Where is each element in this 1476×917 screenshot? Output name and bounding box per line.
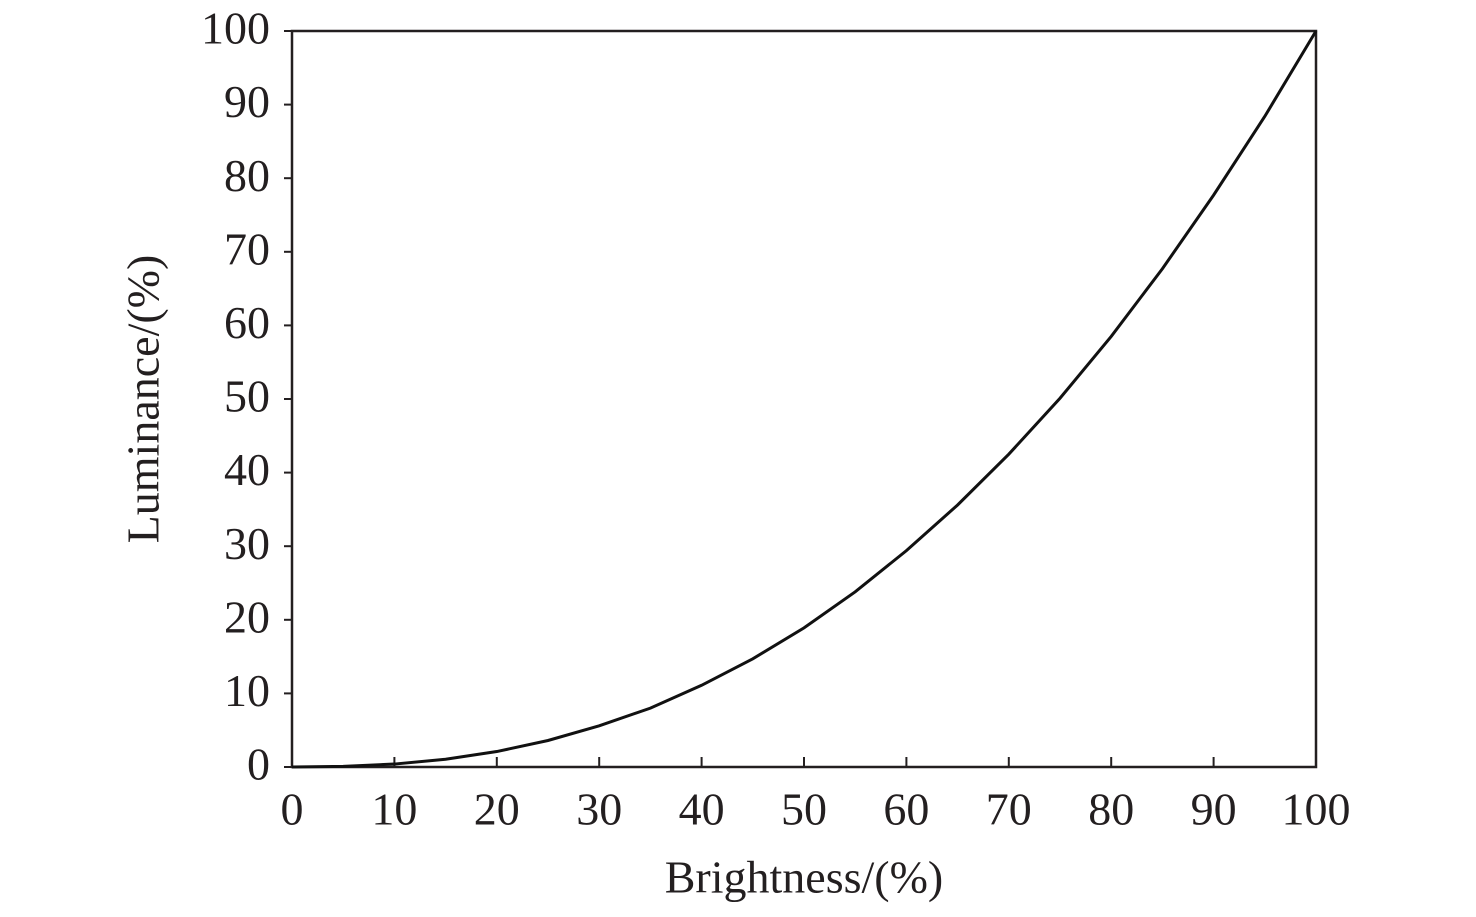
- y-tick-label: 90: [224, 76, 270, 127]
- plot-frame: [290, 29, 1318, 769]
- x-tick-label: 90: [1191, 784, 1237, 835]
- x-tick-label: 30: [576, 784, 622, 835]
- y-tick-label: 0: [247, 739, 270, 790]
- x-tick-label: 10: [371, 784, 417, 835]
- y-tick-label: 30: [224, 518, 270, 569]
- x-tick-label: 40: [679, 784, 725, 835]
- y-tick-label: 20: [224, 591, 270, 642]
- y-tick-label: 50: [224, 371, 270, 422]
- x-axis-title: Brightness/(%): [665, 852, 944, 903]
- y-tick-label: 70: [224, 223, 270, 274]
- x-tick-label: 0: [281, 784, 304, 835]
- line-series: [291, 30, 1318, 769]
- y-axis-title: Luminance/(%): [118, 255, 169, 544]
- x-tick-label: 60: [883, 784, 929, 835]
- y-tick-label: 40: [224, 444, 270, 495]
- x-tick-label: 20: [474, 784, 520, 835]
- x-tick-label: 80: [1088, 784, 1134, 835]
- y-tick-label: 10: [224, 665, 270, 716]
- y-tick-label: 60: [224, 297, 270, 348]
- x-tick-label: 50: [781, 784, 827, 835]
- x-tick-label: 70: [986, 784, 1032, 835]
- y-tick-label: 80: [224, 150, 270, 201]
- x-tick-label: 100: [1282, 784, 1351, 835]
- y-tick-label: 100: [201, 3, 270, 54]
